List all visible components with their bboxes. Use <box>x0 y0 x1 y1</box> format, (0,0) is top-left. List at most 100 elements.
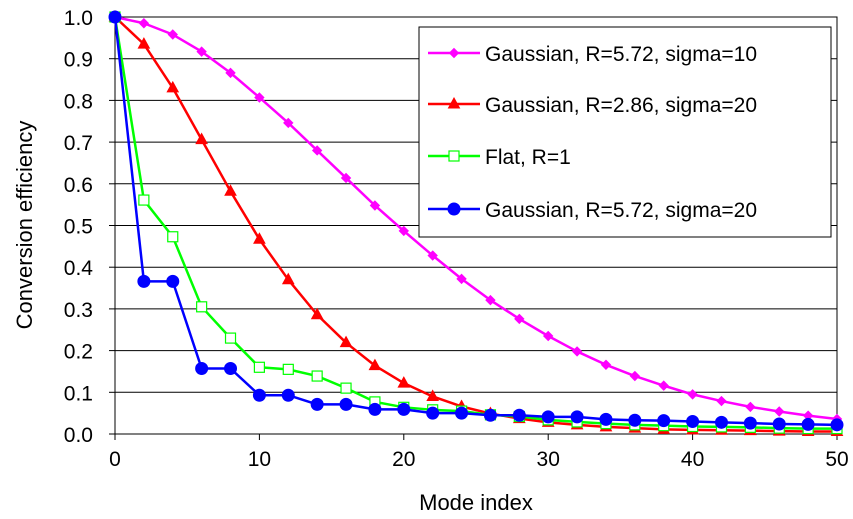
y-tick-label: 0.2 <box>64 341 93 364</box>
x-axis-ticks: 0 10 20 30 40 50 <box>109 434 849 471</box>
data-point <box>483 408 497 422</box>
data-point <box>801 417 815 431</box>
y-axis-ticks: 0.0 0.1 0.2 0.3 0.4 0.5 0.6 0.7 0.8 0.9 1.0 <box>64 7 115 447</box>
legend-label: Flat, R=1 <box>485 146 571 169</box>
data-point <box>196 301 208 313</box>
data-point <box>600 359 612 370</box>
series-line <box>114 15 838 421</box>
data-point <box>195 362 209 376</box>
data-point <box>225 67 236 79</box>
data-point <box>542 330 554 342</box>
data-point <box>714 415 728 429</box>
data-point <box>253 361 265 373</box>
legend-box <box>418 26 832 238</box>
data-point <box>369 200 381 211</box>
x-tick-label: 50 <box>825 448 848 471</box>
data-point <box>426 406 440 420</box>
data-point <box>570 410 584 424</box>
y-tick-label: 0.9 <box>64 49 93 72</box>
data-point <box>368 402 382 416</box>
data-point <box>512 408 526 422</box>
legend-marker <box>448 150 460 162</box>
legend-label: Gaussian, R=5.72, sigma=10 <box>485 43 757 66</box>
y-tick-label: 0.1 <box>64 382 93 405</box>
data-point <box>426 389 440 401</box>
series-layer <box>108 9 844 436</box>
data-point <box>485 294 496 306</box>
data-point <box>743 416 757 430</box>
y-tick-label: 0.3 <box>64 299 93 322</box>
data-point <box>138 18 150 29</box>
data-point <box>224 362 238 376</box>
legend-marker <box>447 96 461 109</box>
data-point <box>629 370 641 382</box>
y-tick-label: 0.8 <box>64 90 93 113</box>
data-point <box>137 274 151 288</box>
data-point <box>571 346 583 357</box>
data-point <box>137 37 151 49</box>
legend: Gaussian, R=5.72, sigma=10 Gaussian, R=2.… <box>418 26 832 238</box>
legend-label: Gaussian, R=2.86, sigma=20 <box>485 94 757 117</box>
data-point <box>339 335 353 348</box>
data-point <box>455 406 469 420</box>
data-point <box>339 397 353 411</box>
data-point <box>398 225 410 237</box>
data-point <box>254 92 265 103</box>
legend-item: Gaussian, R=5.72, sigma=20 <box>428 199 757 222</box>
data-point <box>167 29 178 40</box>
data-point <box>657 414 671 428</box>
data-point <box>196 46 207 57</box>
y-tick-label: 0.5 <box>64 216 93 239</box>
x-tick-label: 20 <box>392 448 415 471</box>
series-1 <box>109 11 843 425</box>
data-point <box>368 358 382 371</box>
data-point <box>658 380 669 391</box>
data-point <box>166 80 180 93</box>
series-4 <box>108 10 844 432</box>
data-point <box>541 410 555 424</box>
data-point <box>282 363 294 375</box>
y-axis-label: Conversion efficiency <box>12 121 37 330</box>
y-tick-label: 1.0 <box>64 7 93 30</box>
data-point <box>311 370 323 382</box>
legend-label: Gaussian, R=5.72, sigma=20 <box>485 199 757 222</box>
data-point <box>397 376 411 388</box>
data-point <box>456 273 467 285</box>
data-point <box>340 382 352 394</box>
data-point <box>745 401 756 413</box>
data-point <box>283 117 294 129</box>
legend-marker <box>448 47 460 59</box>
x-tick-label: 30 <box>537 448 560 471</box>
data-point <box>224 332 237 344</box>
data-point <box>772 417 786 431</box>
data-point <box>311 145 323 156</box>
data-point <box>427 250 438 261</box>
x-tick-label: 0 <box>109 448 121 471</box>
data-point <box>599 412 613 426</box>
data-point <box>716 395 727 407</box>
data-point <box>687 389 698 400</box>
data-point <box>166 274 180 288</box>
y-tick-label: 0.4 <box>64 257 94 280</box>
x-axis-label: Mode index <box>419 490 533 515</box>
data-point <box>397 402 411 416</box>
data-point <box>686 414 700 428</box>
data-point <box>774 406 785 417</box>
data-point <box>628 413 642 427</box>
data-point <box>340 172 352 184</box>
x-tick-label: 10 <box>248 448 271 471</box>
legend-item: Gaussian, R=5.72, sigma=10 <box>428 43 757 66</box>
data-point <box>252 388 266 402</box>
data-point <box>281 272 295 285</box>
y-tick-label: 0.0 <box>64 424 93 447</box>
legend-marker <box>447 202 461 216</box>
data-point <box>830 418 844 432</box>
data-point <box>138 194 150 206</box>
data-point <box>514 313 525 325</box>
legend-item: Flat, R=1 <box>428 146 571 169</box>
data-point <box>281 388 295 402</box>
data-point <box>224 184 237 196</box>
data-point <box>195 132 208 145</box>
data-point <box>310 307 324 320</box>
